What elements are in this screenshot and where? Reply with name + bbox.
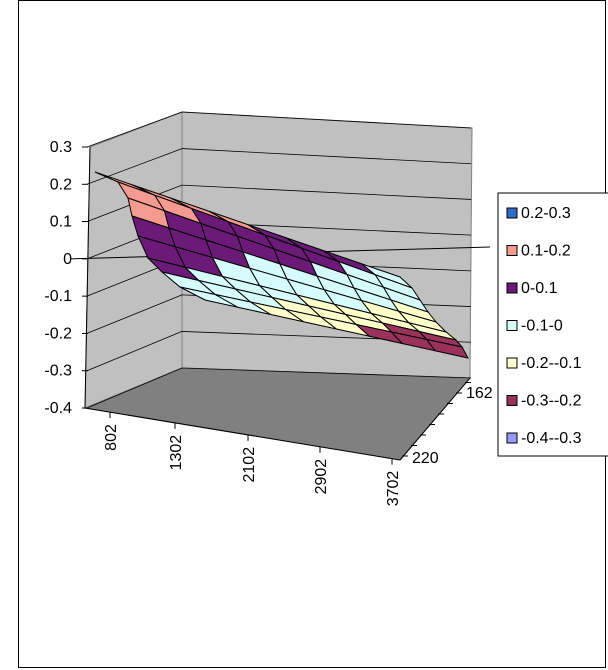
depth-axis-line [399, 377, 471, 461]
x-axis-line [84, 407, 401, 461]
depth-tick-label: 162 [466, 385, 493, 402]
legend-label: 0.1-0.2 [521, 243, 571, 260]
z-tick-label: 0 [63, 251, 72, 268]
axes [84, 146, 471, 461]
surface-mesh [94, 171, 469, 359]
gridline-side [86, 367, 183, 409]
legend-swatch [506, 395, 518, 406]
z-tick-label: -0.1 [44, 288, 72, 305]
z-tick-label: 0.1 [50, 214, 72, 231]
surface-cell [425, 338, 469, 359]
gridline-side [86, 331, 183, 372]
z-axis-ticks: 0.3 0.2 0.1 0 -0.1 -0.2 -0.3 -0.4 [44, 139, 88, 417]
legend-label: -0.2--0.1 [521, 355, 582, 372]
gridline-side [86, 148, 183, 185]
gridline-side [86, 111, 183, 148]
z-tick-label: -0.2 [44, 325, 72, 342]
legend-swatch [506, 207, 518, 219]
gridline-side [86, 294, 183, 334]
z-tick-label: -0.4 [44, 400, 72, 417]
legend-label: -0.1-0 [521, 318, 563, 335]
gridline-back [181, 184, 472, 200]
gridline-back [181, 111, 472, 129]
x-tick-label: 1302 [168, 435, 185, 471]
x-tick-label: 2902 [313, 459, 330, 495]
legend-label: -0.4--0.3 [521, 430, 582, 447]
legend-swatch [506, 357, 518, 369]
legend-label: 0-0.1 [521, 280, 558, 297]
z-tick-label: 0.2 [50, 176, 72, 193]
legend: 0.2-0.3 0.1-0.2 0-0.1 -0.1-0 -0.2--0.1 -0.3--… [497, 192, 608, 457]
gridline-back [181, 367, 472, 379]
legend-label: 0.2-0.3 [521, 205, 571, 222]
depth-axis-ticks: 220 162 [402, 382, 493, 467]
legend-swatch [506, 432, 518, 444]
x-tick-label: 802 [103, 424, 120, 451]
legend-label: -0.3--0.2 [521, 393, 582, 410]
depth-tick-label: 220 [412, 450, 439, 467]
value-axis-line [84, 146, 91, 409]
legend-swatch [506, 320, 518, 331]
legend-swatch [506, 282, 518, 294]
legend-swatch [506, 245, 518, 256]
x-tick-label: 3702 [385, 471, 402, 507]
x-axis-ticks: 802 1302 2102 2902 3702 [103, 412, 402, 506]
x-tick-label: 2102 [241, 447, 258, 483]
gridline-back [181, 148, 472, 165]
z-tick-label: -0.3 [44, 363, 72, 380]
z-tick-label: 0.3 [50, 139, 72, 156]
